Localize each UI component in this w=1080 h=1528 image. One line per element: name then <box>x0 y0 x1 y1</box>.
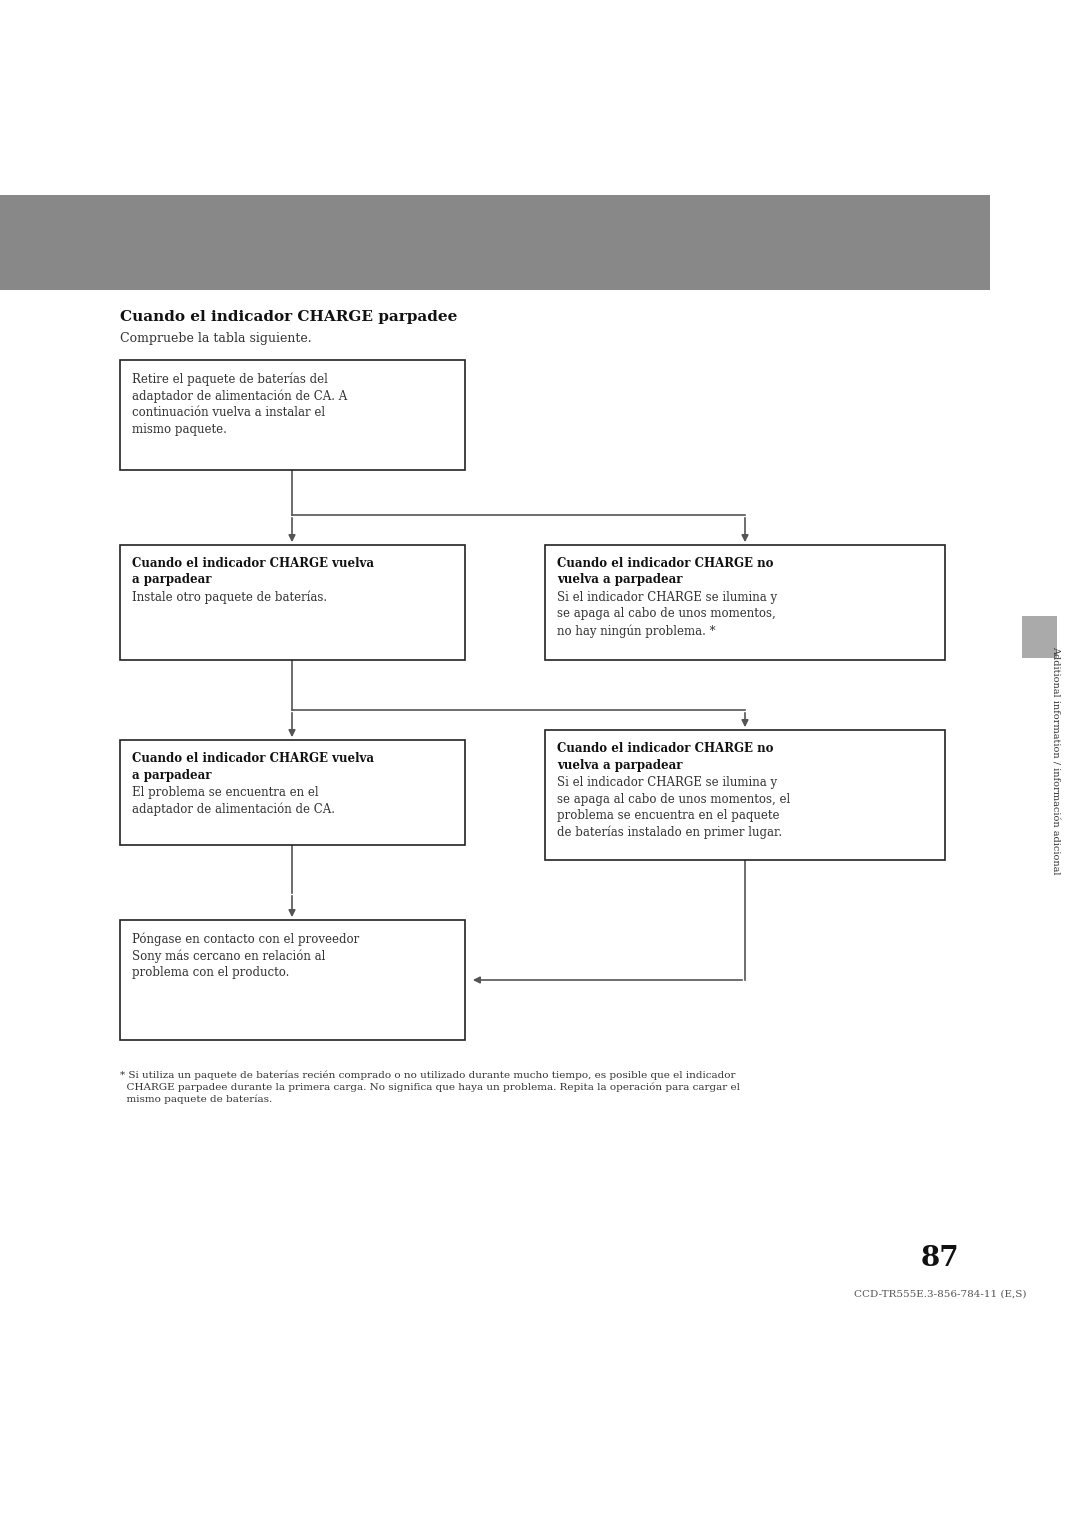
Bar <box>120 361 465 471</box>
Text: 87: 87 <box>920 1245 959 1271</box>
Text: Cuando el indicador CHARGE no
vuelva a parpadear: Cuando el indicador CHARGE no vuelva a p… <box>557 558 773 587</box>
Text: Instale otro paquete de baterías.: Instale otro paquete de baterías. <box>132 591 327 605</box>
Text: Cuando el indicador CHARGE parpadee: Cuando el indicador CHARGE parpadee <box>120 310 457 324</box>
Text: Cuando el indicador CHARGE vuelva
a parpadear: Cuando el indicador CHARGE vuelva a parp… <box>132 752 374 781</box>
Bar <box>1022 616 1057 659</box>
Text: * Si utiliza un paquete de baterías recién comprado o no utilizado durante mucho: * Si utiliza un paquete de baterías reci… <box>120 1070 740 1103</box>
Text: Si el indicador CHARGE se ilumina y
se apaga al cabo de unos momentos,
no hay ni: Si el indicador CHARGE se ilumina y se a… <box>557 591 778 637</box>
Bar <box>120 740 465 845</box>
Text: CCD-TR555E.3-856-784-11 (E,S): CCD-TR555E.3-856-784-11 (E,S) <box>854 1290 1026 1299</box>
Bar <box>545 545 945 660</box>
Bar <box>120 920 465 1041</box>
Text: Si el indicador CHARGE se ilumina y
se apaga al cabo de unos momentos, el
proble: Si el indicador CHARGE se ilumina y se a… <box>557 776 791 839</box>
Text: Cuando el indicador CHARGE vuelva
a parpadear: Cuando el indicador CHARGE vuelva a parp… <box>132 558 374 587</box>
Text: Cuando el indicador CHARGE no
vuelva a parpadear: Cuando el indicador CHARGE no vuelva a p… <box>557 743 773 772</box>
Bar <box>0 196 990 290</box>
Text: El problema se encuentra en el
adaptador de alimentación de CA.: El problema se encuentra en el adaptador… <box>132 785 335 816</box>
Bar <box>120 545 465 660</box>
Text: Retire el paquete de baterías del
adaptador de alimentación de CA. A
continuació: Retire el paquete de baterías del adapta… <box>132 371 348 435</box>
Text: Póngase en contacto con el proveedor
Sony más cercano en relación al
problema co: Póngase en contacto con el proveedor Son… <box>132 932 360 979</box>
Text: Additional information / información adicional: Additional information / información adi… <box>1051 646 1059 874</box>
Bar <box>545 730 945 860</box>
Text: Compruebe la tabla siguiente.: Compruebe la tabla siguiente. <box>120 332 312 345</box>
